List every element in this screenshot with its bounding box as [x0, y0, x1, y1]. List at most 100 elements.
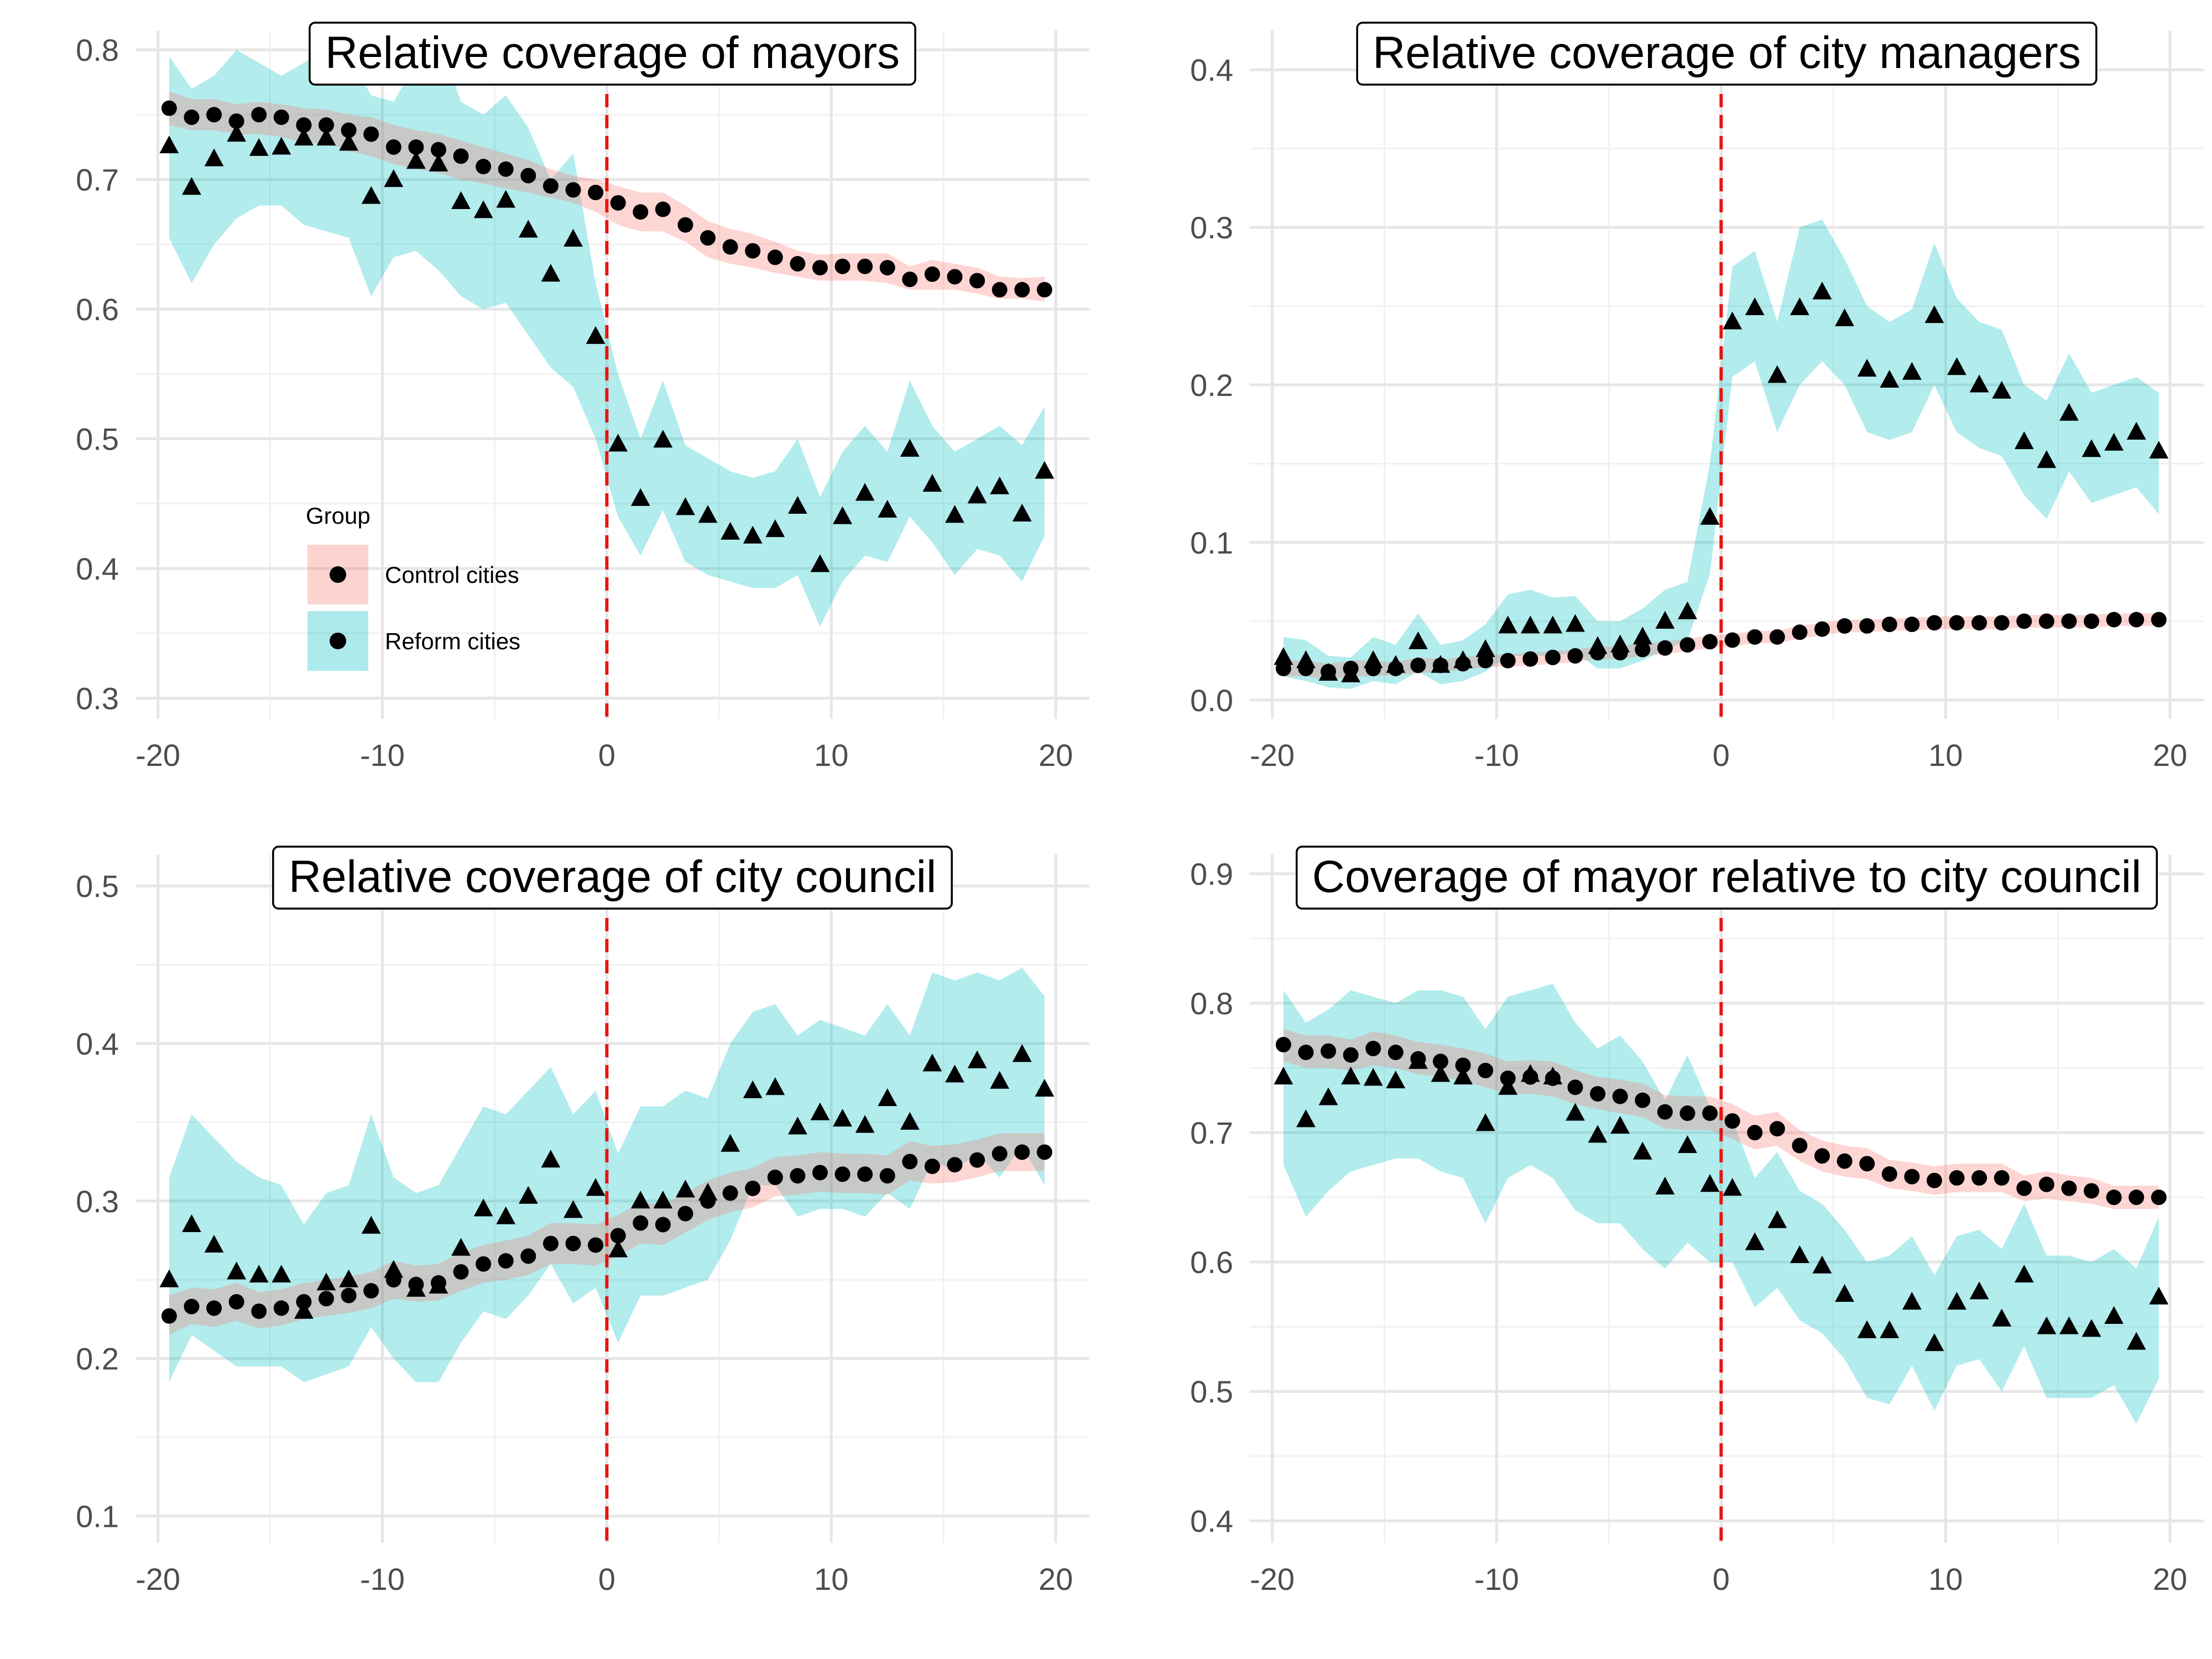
control-point [834, 1166, 851, 1182]
reform-point [1767, 365, 1787, 383]
x-tick-label: 20 [2153, 738, 2187, 773]
reform-point [1700, 1174, 1720, 1192]
control-point [947, 1157, 963, 1173]
control-point [655, 201, 671, 217]
reform-point [182, 177, 201, 195]
control-point [879, 260, 895, 276]
reform-point [676, 1180, 695, 1198]
control-point [273, 1300, 289, 1316]
control-point [1275, 1037, 1291, 1053]
reform-point [2104, 432, 2124, 451]
control-point [408, 139, 424, 155]
reform-point [653, 430, 673, 448]
reform-point [518, 220, 538, 238]
legend-title: Group [306, 503, 371, 529]
y-tick-label: 0.7 [76, 163, 119, 197]
control-point [2061, 1180, 2077, 1196]
control-point [251, 107, 267, 123]
reform-point [900, 439, 920, 457]
reform-point [1745, 1232, 1765, 1250]
control-point [161, 100, 177, 116]
control-point [319, 117, 334, 133]
reform-point [1678, 1135, 1697, 1154]
control-point [1994, 1170, 2010, 1186]
reform-point [1992, 1308, 2012, 1327]
control-point [1679, 1105, 1695, 1121]
control-point [2106, 612, 2122, 628]
control-point [1837, 618, 1853, 634]
control-point [1724, 1113, 1740, 1129]
reform-point [676, 497, 695, 515]
control-point [1724, 632, 1740, 648]
control-point [476, 159, 492, 175]
reform-point [1498, 615, 1518, 634]
reform-point [1453, 1066, 1473, 1085]
reform-point [249, 1265, 269, 1283]
control-point [1814, 621, 1830, 637]
reform-point [1341, 1066, 1361, 1085]
control-point [700, 230, 716, 246]
reform-point [2126, 1332, 2146, 1350]
control-point [1321, 1043, 1337, 1059]
reform-point [406, 151, 426, 169]
y-tick-label: 0.2 [76, 1342, 119, 1376]
reform-point [384, 1260, 404, 1278]
reform-point [990, 476, 1010, 494]
y-tick-label: 0.9 [1190, 857, 1233, 891]
panel-title-text: Relative coverage of mayors [325, 28, 900, 78]
reform-point [1835, 308, 1854, 326]
control-point [1567, 1079, 1583, 1095]
x-tick-label: -20 [135, 1562, 180, 1597]
reform-point [833, 506, 852, 524]
control-point [790, 1168, 806, 1184]
control-point [296, 1294, 312, 1310]
reform-point [922, 474, 942, 492]
control-point [319, 1291, 334, 1307]
control-point [722, 1185, 738, 1201]
reform-point [2014, 431, 2034, 450]
x-tick-label: -20 [135, 738, 180, 773]
reform-point [1588, 1125, 1608, 1143]
control-point [228, 113, 244, 129]
control-point [363, 1283, 379, 1299]
y-tick-label: 0.4 [1190, 53, 1233, 87]
control-point [1971, 615, 1987, 631]
y-tick-label: 0.4 [76, 551, 119, 586]
panel-city-council: -20 -10 0 10 20 0.1 0.2 0.3 0.4 0.5 Relative cover… [76, 846, 1089, 1597]
reform-point [2149, 441, 2169, 459]
control-point [1837, 1153, 1853, 1169]
control-point [1859, 1156, 1875, 1172]
reform-point [2014, 1264, 2034, 1283]
reform-point [2081, 439, 2101, 457]
reform-point [945, 1065, 964, 1083]
control-point [1545, 649, 1561, 665]
panel-title-text: Relative coverage of city council [289, 852, 936, 902]
control-point [812, 1165, 828, 1181]
control-point [520, 168, 536, 184]
control-point [1657, 640, 1673, 656]
control-point [1769, 629, 1785, 645]
y-tick-label: 0.2 [1190, 368, 1233, 403]
control-point [1881, 617, 1897, 633]
x-tick-label: 0 [598, 1562, 615, 1597]
x-tick-label: -10 [360, 1562, 405, 1597]
control-point [1500, 1070, 1516, 1086]
reform-point [473, 200, 493, 218]
reform-point [743, 525, 763, 544]
reform-point [855, 1115, 875, 1133]
y-tick-label: 0.4 [76, 1026, 119, 1061]
reform-point [1318, 1087, 1338, 1105]
control-point [767, 1170, 783, 1186]
reform-point [227, 123, 247, 142]
x-tick-label: 0 [598, 738, 615, 773]
reform-point [1386, 1070, 1406, 1089]
panel-title-mayor-vs-council: Coverage of mayor relative to city counc… [1296, 846, 2158, 910]
control-point [1036, 281, 1052, 298]
control-point [812, 260, 828, 276]
control-point [1387, 660, 1404, 676]
x-tick-label: -10 [360, 738, 405, 773]
control-point [2151, 1190, 2167, 1206]
control-point [408, 1276, 424, 1292]
control-point [1433, 658, 1448, 674]
